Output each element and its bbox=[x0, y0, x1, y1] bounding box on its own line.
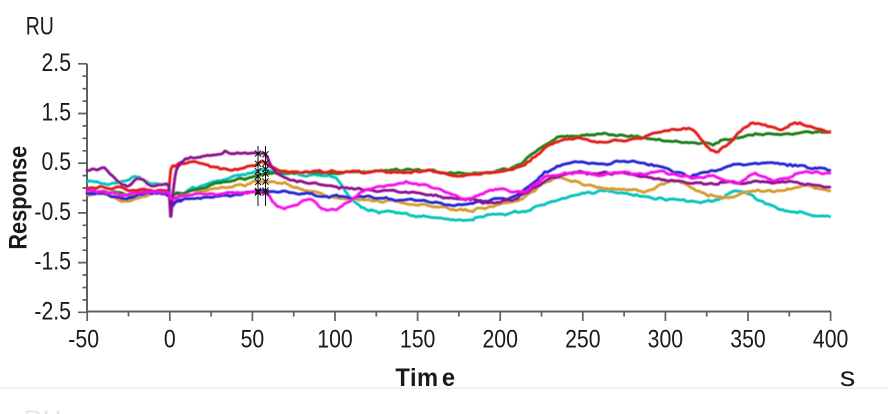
svg-text:300: 300 bbox=[648, 325, 683, 353]
svg-text:2.5: 2.5 bbox=[41, 48, 71, 76]
svg-text:100: 100 bbox=[317, 325, 352, 353]
svg-text:400: 400 bbox=[813, 325, 848, 353]
svg-text:RU: RU bbox=[26, 12, 54, 40]
svg-text:350: 350 bbox=[730, 325, 765, 353]
svg-text:s: s bbox=[840, 361, 855, 392]
svg-text:250: 250 bbox=[565, 325, 600, 353]
svg-text:RU: RU bbox=[24, 406, 62, 414]
svg-text:150: 150 bbox=[400, 325, 435, 353]
svg-text:-0.5: -0.5 bbox=[34, 197, 71, 225]
svg-text:50: 50 bbox=[241, 325, 265, 353]
svg-text:Response: Response bbox=[4, 146, 32, 250]
svg-text:-50: -50 bbox=[68, 325, 99, 353]
svg-text:0: 0 bbox=[164, 325, 176, 353]
svg-text:0.5: 0.5 bbox=[41, 148, 71, 176]
svg-text:-2.5: -2.5 bbox=[34, 297, 71, 325]
svg-text:200: 200 bbox=[482, 325, 517, 353]
svg-text:-1.5: -1.5 bbox=[34, 247, 71, 275]
svg-text:1.5: 1.5 bbox=[41, 98, 71, 126]
